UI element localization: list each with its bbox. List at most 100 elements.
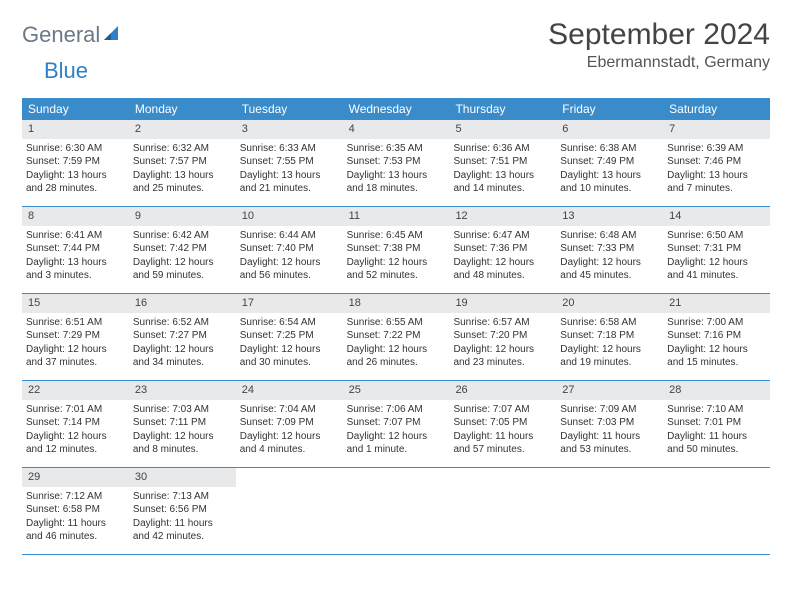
daylight-text: Daylight: 12 hours and 23 minutes.	[453, 343, 552, 370]
daylight-text: Daylight: 12 hours and 1 minute.	[347, 430, 446, 457]
logo-text-blue: Blue	[44, 58, 88, 83]
daylight-text: Daylight: 13 hours and 10 minutes.	[560, 169, 659, 196]
day-number: 1	[22, 120, 129, 139]
sunrise-text: Sunrise: 6:58 AM	[560, 316, 659, 330]
day-number: 27	[556, 381, 663, 400]
sunset-text: Sunset: 7:31 PM	[667, 242, 766, 256]
sunrise-text: Sunrise: 7:07 AM	[453, 403, 552, 417]
day-cell: 10Sunrise: 6:44 AMSunset: 7:40 PMDayligh…	[236, 207, 343, 293]
logo-text-gray: General	[22, 22, 100, 48]
day-number: 7	[663, 120, 770, 139]
sunset-text: Sunset: 7:25 PM	[240, 329, 339, 343]
day-cell: 11Sunrise: 6:45 AMSunset: 7:38 PMDayligh…	[343, 207, 450, 293]
daylight-text: Daylight: 12 hours and 52 minutes.	[347, 256, 446, 283]
day-number: 23	[129, 381, 236, 400]
daylight-text: Daylight: 12 hours and 34 minutes.	[133, 343, 232, 370]
sunrise-text: Sunrise: 7:12 AM	[26, 490, 125, 504]
sunrise-text: Sunrise: 7:01 AM	[26, 403, 125, 417]
sunset-text: Sunset: 7:20 PM	[453, 329, 552, 343]
day-number: 4	[343, 120, 450, 139]
day-number: 21	[663, 294, 770, 313]
day-number	[343, 468, 450, 472]
sunset-text: Sunset: 7:18 PM	[560, 329, 659, 343]
daylight-text: Daylight: 12 hours and 56 minutes.	[240, 256, 339, 283]
daylight-text: Daylight: 12 hours and 8 minutes.	[133, 430, 232, 457]
day-cell: 18Sunrise: 6:55 AMSunset: 7:22 PMDayligh…	[343, 294, 450, 380]
day-number: 20	[556, 294, 663, 313]
day-number: 10	[236, 207, 343, 226]
dow-header: Friday	[556, 98, 663, 120]
day-cell: 8Sunrise: 6:41 AMSunset: 7:44 PMDaylight…	[22, 207, 129, 293]
sunrise-text: Sunrise: 6:55 AM	[347, 316, 446, 330]
sunset-text: Sunset: 7:11 PM	[133, 416, 232, 430]
day-cell: 21Sunrise: 7:00 AMSunset: 7:16 PMDayligh…	[663, 294, 770, 380]
sunrise-text: Sunrise: 6:42 AM	[133, 229, 232, 243]
daylight-text: Daylight: 11 hours and 50 minutes.	[667, 430, 766, 457]
day-number: 17	[236, 294, 343, 313]
day-number: 13	[556, 207, 663, 226]
dow-header: Tuesday	[236, 98, 343, 120]
sunrise-text: Sunrise: 6:38 AM	[560, 142, 659, 156]
daylight-text: Daylight: 12 hours and 4 minutes.	[240, 430, 339, 457]
day-cell: 22Sunrise: 7:01 AMSunset: 7:14 PMDayligh…	[22, 381, 129, 467]
calendar: SundayMondayTuesdayWednesdayThursdayFrid…	[22, 98, 770, 555]
sunrise-text: Sunrise: 7:00 AM	[667, 316, 766, 330]
day-number	[236, 468, 343, 472]
day-number: 11	[343, 207, 450, 226]
daylight-text: Daylight: 13 hours and 7 minutes.	[667, 169, 766, 196]
weeks-container: 1Sunrise: 6:30 AMSunset: 7:59 PMDaylight…	[22, 120, 770, 555]
sunset-text: Sunset: 7:55 PM	[240, 155, 339, 169]
daylight-text: Daylight: 13 hours and 28 minutes.	[26, 169, 125, 196]
sunset-text: Sunset: 7:49 PM	[560, 155, 659, 169]
day-number: 26	[449, 381, 556, 400]
day-number: 18	[343, 294, 450, 313]
day-number: 9	[129, 207, 236, 226]
day-cell: 15Sunrise: 6:51 AMSunset: 7:29 PMDayligh…	[22, 294, 129, 380]
daylight-text: Daylight: 12 hours and 15 minutes.	[667, 343, 766, 370]
sunset-text: Sunset: 7:57 PM	[133, 155, 232, 169]
daylight-text: Daylight: 13 hours and 3 minutes.	[26, 256, 125, 283]
day-cell: 29Sunrise: 7:12 AMSunset: 6:58 PMDayligh…	[22, 468, 129, 554]
sunset-text: Sunset: 7:53 PM	[347, 155, 446, 169]
sunrise-text: Sunrise: 7:09 AM	[560, 403, 659, 417]
sunrise-text: Sunrise: 6:47 AM	[453, 229, 552, 243]
day-cell: 7Sunrise: 6:39 AMSunset: 7:46 PMDaylight…	[663, 120, 770, 206]
sunrise-text: Sunrise: 7:10 AM	[667, 403, 766, 417]
sunrise-text: Sunrise: 6:35 AM	[347, 142, 446, 156]
dow-header: Wednesday	[343, 98, 450, 120]
day-number: 16	[129, 294, 236, 313]
daylight-text: Daylight: 12 hours and 45 minutes.	[560, 256, 659, 283]
sunrise-text: Sunrise: 6:45 AM	[347, 229, 446, 243]
sunrise-text: Sunrise: 7:13 AM	[133, 490, 232, 504]
day-number: 12	[449, 207, 556, 226]
daylight-text: Daylight: 12 hours and 30 minutes.	[240, 343, 339, 370]
sunset-text: Sunset: 6:56 PM	[133, 503, 232, 517]
day-number: 24	[236, 381, 343, 400]
sunset-text: Sunset: 6:58 PM	[26, 503, 125, 517]
sunset-text: Sunset: 7:44 PM	[26, 242, 125, 256]
dow-header: Saturday	[663, 98, 770, 120]
dow-header-row: SundayMondayTuesdayWednesdayThursdayFrid…	[22, 98, 770, 120]
week-row: 8Sunrise: 6:41 AMSunset: 7:44 PMDaylight…	[22, 207, 770, 294]
week-row: 15Sunrise: 6:51 AMSunset: 7:29 PMDayligh…	[22, 294, 770, 381]
daylight-text: Daylight: 12 hours and 26 minutes.	[347, 343, 446, 370]
day-cell: 6Sunrise: 6:38 AMSunset: 7:49 PMDaylight…	[556, 120, 663, 206]
day-number: 14	[663, 207, 770, 226]
daylight-text: Daylight: 12 hours and 48 minutes.	[453, 256, 552, 283]
day-number: 8	[22, 207, 129, 226]
sunset-text: Sunset: 7:01 PM	[667, 416, 766, 430]
week-row: 22Sunrise: 7:01 AMSunset: 7:14 PMDayligh…	[22, 381, 770, 468]
sunset-text: Sunset: 7:14 PM	[26, 416, 125, 430]
day-number: 28	[663, 381, 770, 400]
sunrise-text: Sunrise: 6:30 AM	[26, 142, 125, 156]
day-cell: 19 Sunrise: 6:57 AMSunset: 7:20 PMDayligh…	[449, 294, 556, 380]
sunrise-text: Sunrise: 6:39 AM	[667, 142, 766, 156]
day-number: 19	[449, 294, 556, 313]
day-cell	[663, 468, 770, 554]
day-number: 30	[129, 468, 236, 487]
sunset-text: Sunset: 7:40 PM	[240, 242, 339, 256]
sunset-text: Sunset: 7:51 PM	[453, 155, 552, 169]
day-cell: 27Sunrise: 7:09 AMSunset: 7:03 PMDayligh…	[556, 381, 663, 467]
day-number: 2	[129, 120, 236, 139]
sunrise-text: Sunrise: 6:57 AM	[453, 316, 552, 330]
